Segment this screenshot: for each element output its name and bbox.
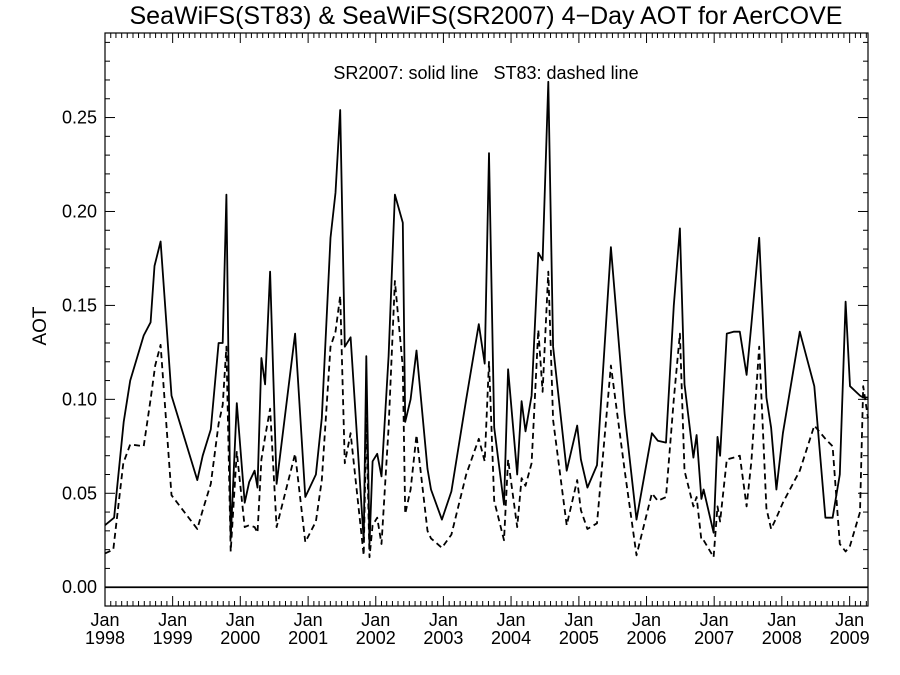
x-tick-label-year: 1999 bbox=[153, 628, 193, 648]
x-tick-label-month: Jan bbox=[700, 610, 729, 630]
line-style-note: SR2007: solid line ST83: dashed line bbox=[333, 63, 638, 83]
x-tick-label-month: Jan bbox=[361, 610, 390, 630]
x-tick-label-year: 2004 bbox=[491, 628, 531, 648]
x-tick-label-year: 2002 bbox=[356, 628, 396, 648]
x-tick-label-month: Jan bbox=[294, 610, 323, 630]
x-tick-label-year: 2001 bbox=[288, 628, 328, 648]
x-tick-label-year: 1998 bbox=[85, 628, 125, 648]
x-tick-label-year: 2007 bbox=[694, 628, 734, 648]
x-tick-label-month: Jan bbox=[564, 610, 593, 630]
x-tick-label-month: Jan bbox=[632, 610, 661, 630]
x-tick-label-month: Jan bbox=[90, 610, 119, 630]
x-tick-label-month: Jan bbox=[158, 610, 187, 630]
y-tick-label: 0.10 bbox=[62, 389, 97, 409]
plot-area: 0.000.050.100.150.200.25Jan1998Jan1999Ja… bbox=[62, 32, 870, 648]
x-tick-label-month: Jan bbox=[429, 610, 458, 630]
x-tick-label-year: 2009 bbox=[830, 628, 870, 648]
y-tick-label: 0.20 bbox=[62, 201, 97, 221]
x-tick-label-month: Jan bbox=[497, 610, 526, 630]
x-tick-label-year: 2003 bbox=[423, 628, 463, 648]
chart-title: SeaWiFS(ST83) & SeaWiFS(SR2007) 4−Day AO… bbox=[130, 2, 843, 30]
plot-frame bbox=[104, 32, 869, 607]
x-tick-label-year: 2008 bbox=[762, 628, 802, 648]
y-tick-label: 0.05 bbox=[62, 483, 97, 503]
y-axis-label: AOT bbox=[30, 306, 51, 345]
x-tick-label-month: Jan bbox=[835, 610, 864, 630]
y-tick-label: 0.00 bbox=[62, 577, 97, 597]
series-line-sr2007 bbox=[104, 80, 868, 545]
x-tick-label-year: 2000 bbox=[220, 628, 260, 648]
y-tick-label: 0.25 bbox=[62, 108, 97, 128]
y-tick-label: 0.15 bbox=[62, 295, 97, 315]
x-tick-label-year: 2006 bbox=[627, 628, 667, 648]
x-tick-label-month: Jan bbox=[767, 610, 796, 630]
x-tick-label-month: Jan bbox=[226, 610, 255, 630]
x-tick-label-year: 2005 bbox=[559, 628, 599, 648]
series-line-st83 bbox=[104, 270, 869, 559]
